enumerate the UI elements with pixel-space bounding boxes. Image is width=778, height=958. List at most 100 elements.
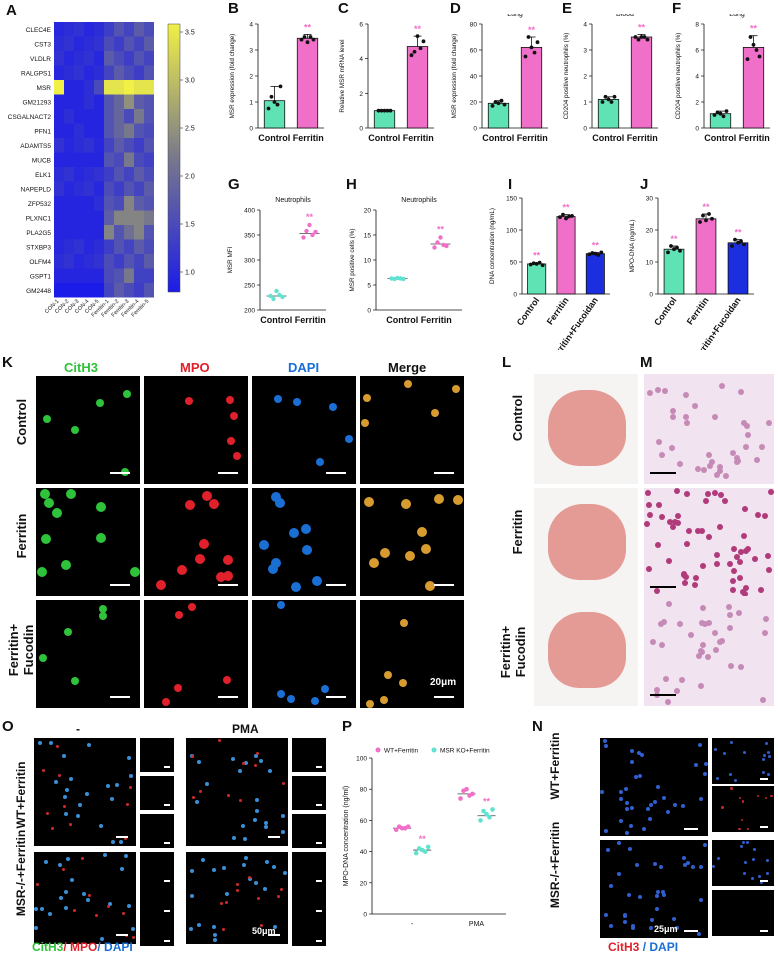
data-point bbox=[311, 37, 316, 42]
panel-label-i: I bbox=[508, 176, 513, 193]
o-cell bbox=[86, 898, 91, 903]
data-point bbox=[422, 849, 428, 854]
o-cell bbox=[283, 870, 288, 875]
n-nucleus bbox=[741, 841, 745, 845]
heatmap-gene-label: MSR bbox=[37, 85, 52, 92]
colorbar-tick-label: 3.0 bbox=[185, 78, 195, 85]
histology-image bbox=[644, 596, 774, 706]
data-point bbox=[484, 811, 489, 817]
k-cell bbox=[187, 603, 196, 612]
y-axis-label: MPO-DNA concentration (ng/ml) bbox=[343, 786, 350, 886]
histology-nucleus bbox=[738, 548, 745, 555]
histology-nucleus bbox=[673, 687, 680, 694]
o-cell bbox=[256, 897, 260, 901]
bar-chart-b: 0 1 2 3 4 MSR expression (fold change) ** Contr… bbox=[229, 22, 324, 143]
bar bbox=[663, 248, 685, 295]
o-cell bbox=[200, 857, 205, 862]
n-nucleus bbox=[766, 773, 770, 777]
n-nucleus bbox=[608, 924, 613, 929]
histology-nucleus bbox=[705, 534, 712, 541]
n-nucleus bbox=[637, 895, 642, 900]
heatmap-cell bbox=[124, 22, 134, 37]
heatmap-cell bbox=[114, 109, 124, 124]
heatmap-cell bbox=[94, 94, 104, 109]
k-cell bbox=[420, 544, 431, 555]
bar bbox=[406, 46, 429, 129]
significance-star: ** bbox=[437, 225, 445, 235]
histology-nucleus bbox=[717, 467, 724, 474]
bar-chart-d: Lung 0 20 40 60 80 MSR expression (fold change… bbox=[451, 14, 548, 143]
n-nucleus bbox=[630, 749, 635, 754]
heatmap-cell bbox=[134, 94, 144, 109]
scale-bar bbox=[316, 880, 322, 882]
panel-label-n: N bbox=[532, 718, 543, 735]
k-cell bbox=[328, 402, 337, 411]
heatmap-cell bbox=[94, 167, 104, 182]
o-cell bbox=[126, 904, 131, 909]
o-cell bbox=[48, 911, 53, 916]
heatmap-cell bbox=[94, 225, 104, 240]
n-nucleus bbox=[760, 880, 764, 884]
y-tick-label: 60 bbox=[360, 818, 368, 825]
o-cell bbox=[232, 836, 237, 841]
scale-bar bbox=[110, 696, 130, 698]
y-tick-label: 6 bbox=[695, 48, 699, 55]
o-cell bbox=[190, 869, 195, 874]
histology-nucleus bbox=[765, 420, 772, 427]
o-scale-label: 50μm bbox=[252, 926, 276, 936]
data-point bbox=[438, 235, 443, 240]
o-cell bbox=[218, 739, 222, 743]
heatmap-cell bbox=[94, 210, 104, 225]
k-cell bbox=[271, 492, 282, 503]
y-axis-label: MPO-DNA (ng/mL) bbox=[629, 220, 636, 273]
k-cell bbox=[416, 526, 427, 537]
heatmap-gene-label: CLEC4E bbox=[26, 27, 52, 34]
n-legend-dapi: / DAPI bbox=[642, 940, 679, 954]
o-cell bbox=[36, 883, 40, 887]
heatmap-cell bbox=[74, 239, 84, 254]
n-nucleus bbox=[648, 926, 653, 931]
heatmap-gene-label: MUCB bbox=[32, 157, 51, 164]
n-cith3 bbox=[738, 796, 742, 800]
histology-nucleus bbox=[646, 390, 653, 397]
heatmap-cell bbox=[124, 36, 134, 51]
y-tick-label: 250 bbox=[244, 283, 255, 290]
heatmap-cell bbox=[74, 94, 84, 109]
heatmap-cell bbox=[134, 152, 144, 167]
k-row-control: Control bbox=[14, 398, 29, 446]
n-cith3 bbox=[764, 796, 768, 800]
k-cell bbox=[44, 497, 55, 508]
scatter-chart-g: Neutrophils 200 250 300 350 400 MSR MFI ** Contr… bbox=[227, 197, 326, 325]
heatmap-cell bbox=[124, 51, 134, 66]
scale-bar bbox=[316, 940, 322, 942]
n-cith3 bbox=[746, 828, 749, 831]
histology-nucleus bbox=[666, 518, 673, 525]
o-cell bbox=[62, 804, 66, 808]
k-cell bbox=[311, 697, 320, 706]
o-cell bbox=[69, 777, 74, 782]
o-cell bbox=[77, 802, 82, 807]
o-cell bbox=[88, 894, 92, 898]
heatmap-cell bbox=[124, 138, 134, 153]
scatter-chart-p: 0 20 40 60 80 100 MPO-DNA concentration (ng/ml… bbox=[343, 747, 506, 928]
heatmap-cell bbox=[104, 181, 114, 196]
k-cell bbox=[98, 605, 107, 614]
heatmap-cell bbox=[84, 80, 94, 95]
histology-nucleus bbox=[669, 445, 676, 452]
heatmap-cell bbox=[54, 123, 64, 138]
k-row-ferritin: Ferritin bbox=[14, 513, 29, 559]
bar bbox=[695, 218, 717, 295]
heatmap-cell bbox=[64, 225, 74, 240]
heatmap-gene-label: PFN1 bbox=[34, 128, 51, 135]
heatmap-cell bbox=[74, 22, 84, 37]
y-tick-label: 2 bbox=[695, 100, 699, 107]
heatmap-cell bbox=[84, 225, 94, 240]
heatmap-cell bbox=[144, 254, 154, 269]
o-cell bbox=[55, 744, 59, 748]
data-point bbox=[529, 45, 534, 50]
panel-label-j: J bbox=[640, 176, 649, 193]
histology-nucleus bbox=[670, 407, 677, 414]
lung-tissue bbox=[548, 612, 626, 688]
data-point bbox=[564, 216, 568, 221]
histology-nucleus bbox=[665, 698, 672, 705]
